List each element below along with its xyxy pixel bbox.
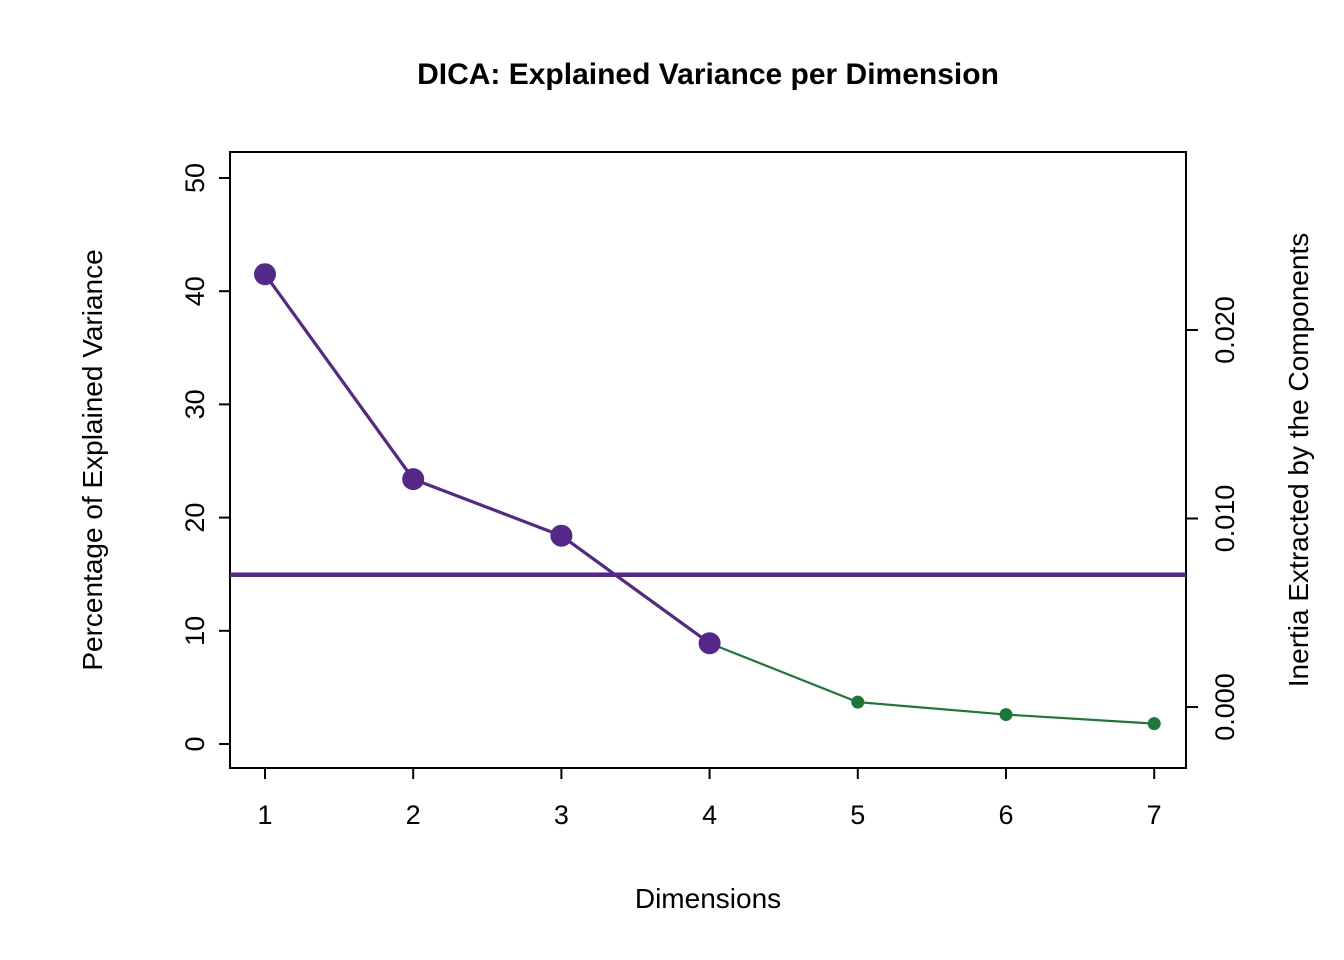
x-tick-label: 3 — [554, 800, 569, 830]
remaining-components-line — [709, 642, 1155, 725]
right-y-tick-label: 0.000 — [1210, 673, 1240, 741]
x-tick-label: 2 — [406, 800, 421, 830]
left-y-tick-label: 30 — [180, 389, 210, 419]
kept-components-point — [550, 524, 573, 547]
axes-layer: 1 2 3 4 5 6 7 0 10 20 30 40 50 0.000 0.010 0.020 — [180, 163, 1240, 830]
left-y-axis-label: Percentage of Explained Variance — [77, 249, 108, 670]
x-tick-label: 5 — [850, 800, 865, 830]
left-y-tick-label: 40 — [180, 276, 210, 306]
kept-components-point — [698, 632, 721, 655]
remaining-components-point — [999, 708, 1013, 722]
left-y-tick-label: 20 — [180, 503, 210, 533]
plot-box — [229, 151, 1187, 769]
remaining-components-point — [1147, 717, 1161, 731]
left-y-tick-label: 50 — [180, 163, 210, 193]
right-y-axis-label: Inertia Extracted by the Components — [1283, 233, 1314, 687]
x-axis-label: Dimensions — [635, 883, 781, 914]
remaining-components-point — [851, 695, 865, 709]
left-y-tick-label: 10 — [180, 616, 210, 646]
left-y-tick-label: 0 — [180, 736, 210, 751]
x-tick-label: 1 — [257, 800, 272, 830]
x-tick-label: 6 — [998, 800, 1013, 830]
x-tick-label: 7 — [1147, 800, 1162, 830]
chart-title: DICA: Explained Variance per Dimension — [417, 58, 999, 91]
x-tick-label: 4 — [702, 800, 717, 830]
kept-components-point — [402, 468, 425, 491]
series-layer — [230, 263, 1186, 731]
kept-components-line — [263, 273, 711, 645]
kept-components-point — [254, 263, 276, 286]
right-y-tick-label: 0.010 — [1210, 485, 1240, 553]
right-y-tick-label: 0.020 — [1210, 296, 1240, 364]
